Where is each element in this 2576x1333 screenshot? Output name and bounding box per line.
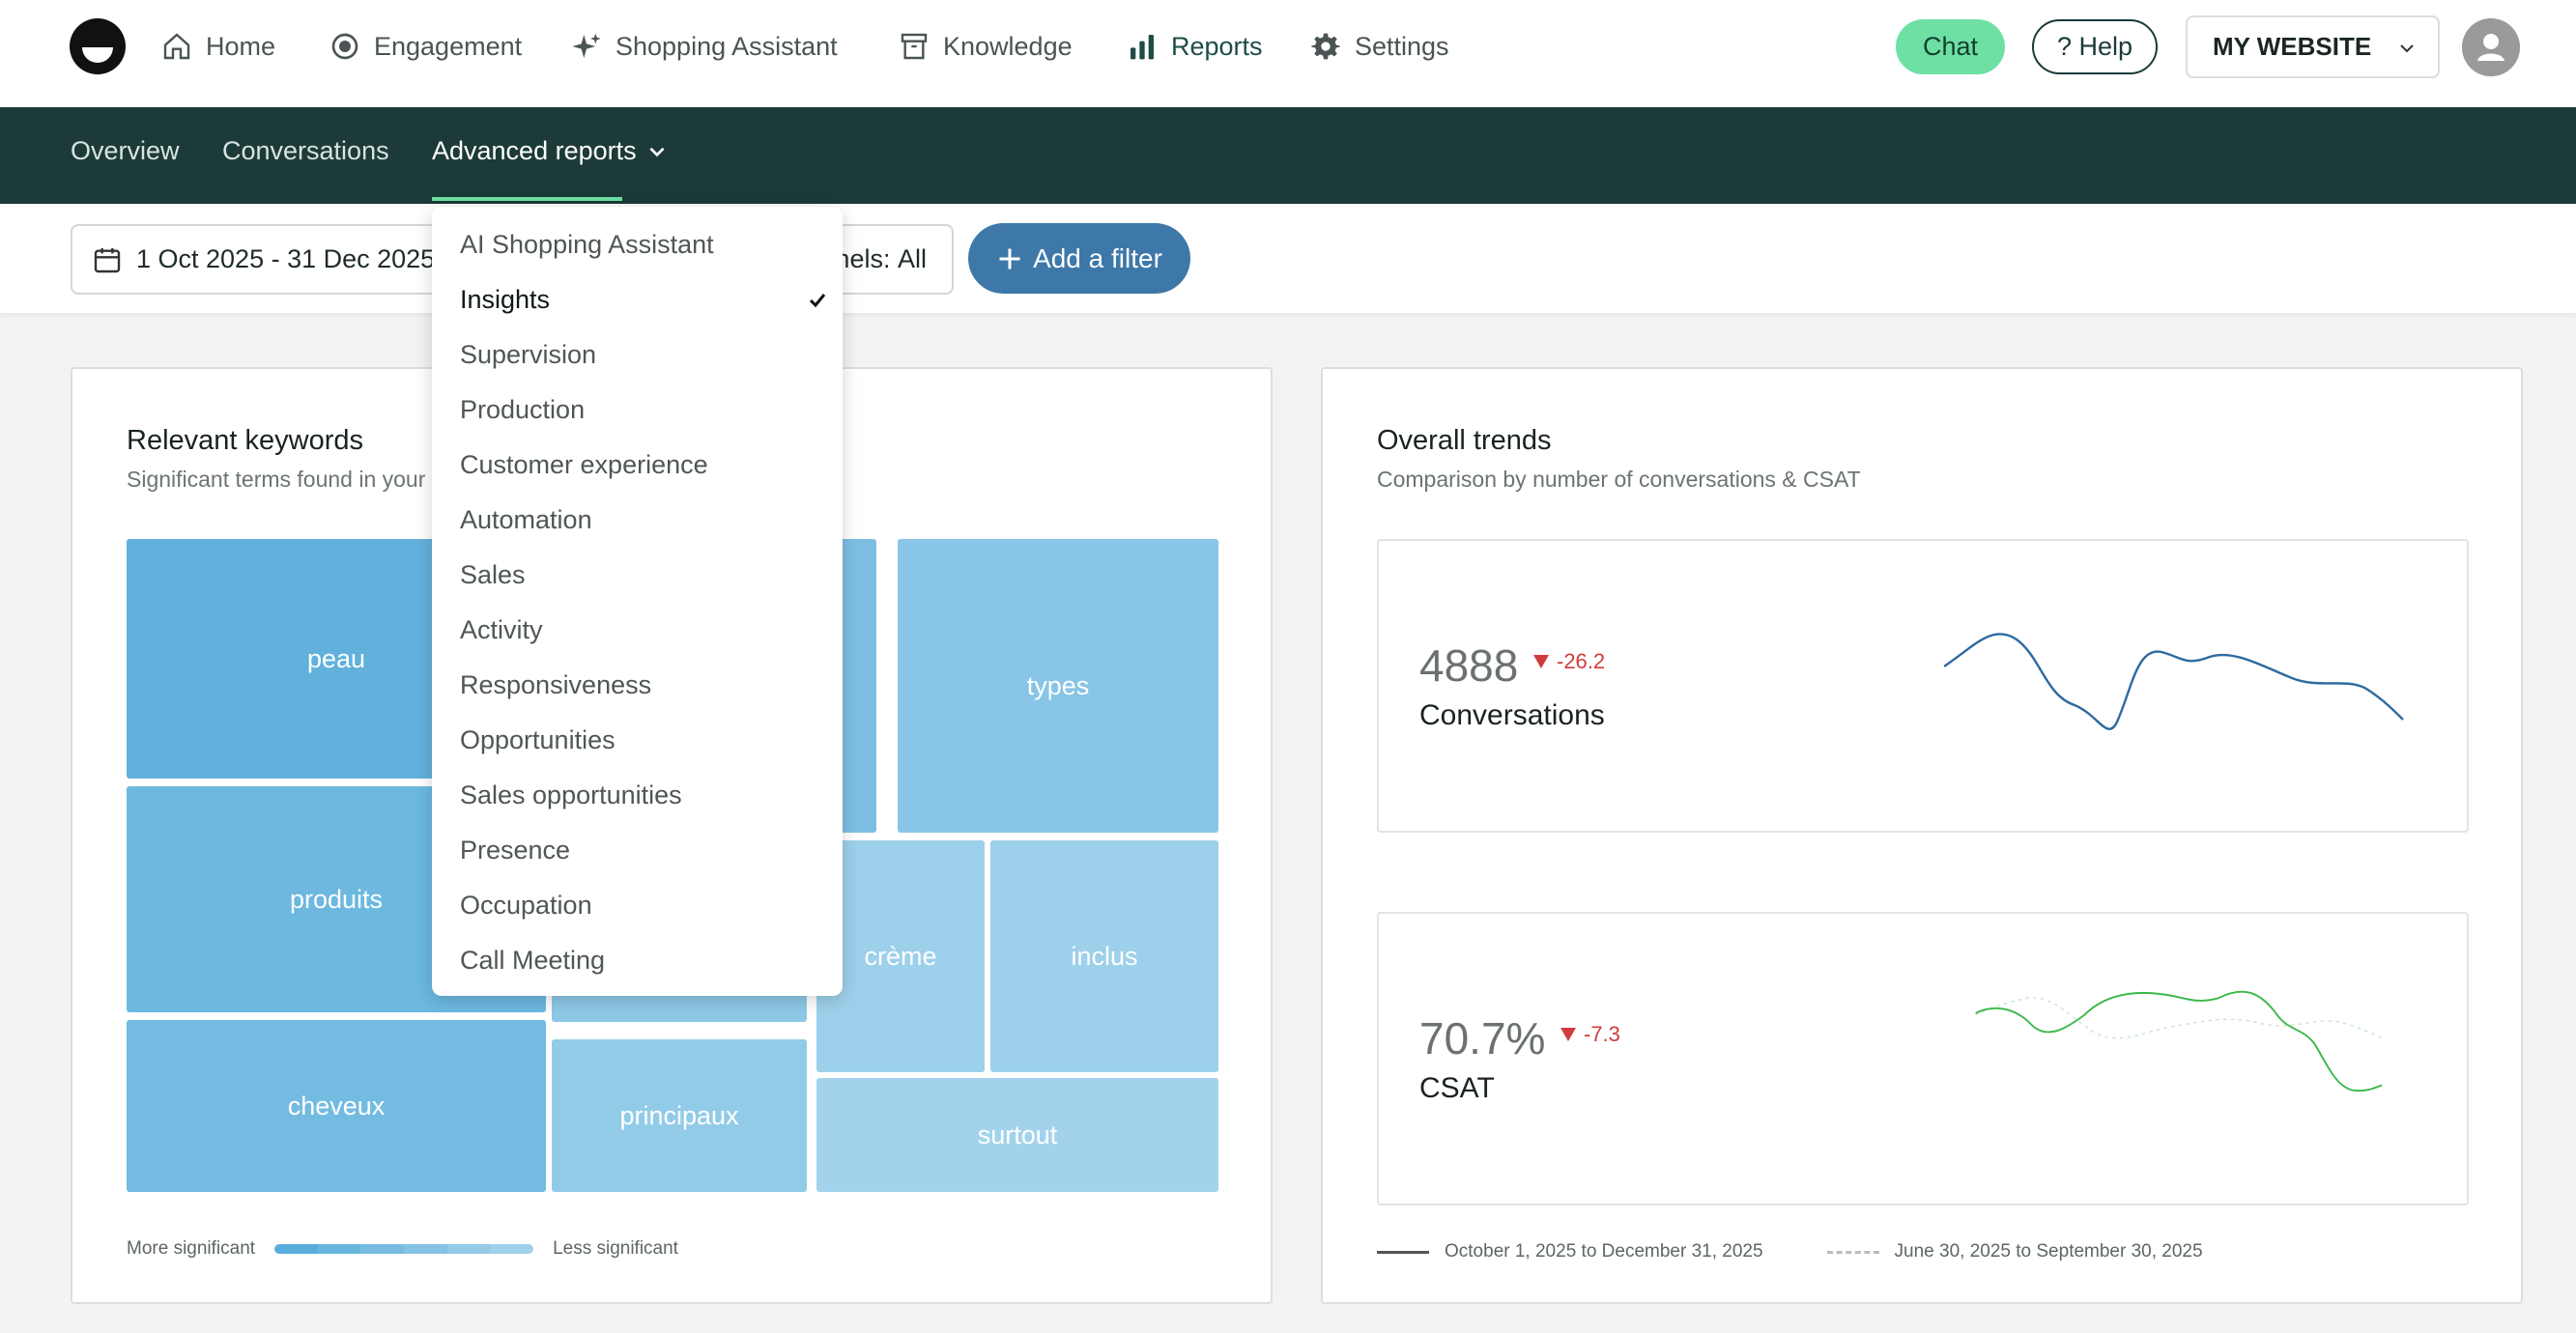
nav-knowledge[interactable]: Knowledge [899,27,1073,66]
advanced-reports-menu: AI Shopping Assistant Insights Supervisi… [432,207,843,996]
significance-legend: More significant Less significant [127,1238,678,1260]
conversations-sparkline [1944,633,2404,730]
menu-item-production[interactable]: Production [460,395,586,424]
checkmark-icon [809,294,826,308]
card-title: Overall trends [1377,425,1552,456]
chevron-down-icon [649,147,665,156]
csat-sparkline [1975,990,2383,1092]
conversations-delta-value: -26.2 [1557,649,1606,673]
subnav-advanced-reports-label: Advanced reports [432,136,637,165]
active-tab-indicator [432,197,622,201]
calendar-icon [94,247,121,272]
target-icon [331,33,358,60]
current-period-label: October 1, 2025 to December 31, 2025 [1445,1241,1763,1262]
previous-period-swatch [1826,1250,1879,1254]
card-title: Relevant keywords [127,425,363,456]
csat-delta-value: -7.3 [1584,1022,1620,1046]
menu-item-sales[interactable]: Sales [460,560,526,589]
conversations-delta: -26.2 [1533,649,1605,674]
keyword-tile[interactable]: surtout [816,1078,1218,1192]
current-period-swatch [1377,1250,1429,1254]
menu-item-customer-experience[interactable]: Customer experience [460,450,708,479]
legend-less-label: Less significant [553,1238,678,1259]
menu-item-sales-opportunities[interactable]: Sales opportunities [460,780,682,809]
previous-period-label: June 30, 2025 to September 30, 2025 [1894,1241,2203,1262]
csat-trend: 70.7% -7.3 CSAT [1377,912,2469,1205]
chevron-down-icon [2400,44,2414,53]
top-navigation: Home Engagement Shopping Assistant Knowl… [0,0,2576,107]
conversations-series-line [1944,633,2404,730]
website-selector[interactable]: MY WEBSITE [2186,15,2440,78]
archive-icon [901,33,928,60]
keyword-tile[interactable]: principaux [552,1039,807,1192]
down-triangle-icon [1533,655,1549,668]
user-icon [2462,18,2520,76]
date-range-value: 1 Oct 2025 - 31 Dec 2025 [136,244,436,273]
legend-more-label: More significant [127,1238,256,1259]
reports-subnav: Overview Conversations Advanced reports [0,107,2576,204]
menu-item-supervision[interactable]: Supervision [460,340,597,369]
csat-series-line [1975,990,2383,1092]
brand-logo[interactable] [70,18,126,74]
plus-icon [999,248,1020,269]
csat-delta: -7.3 [1560,1022,1620,1047]
csat-label: CSAT [1419,1072,1495,1104]
menu-item-presence[interactable]: Presence [460,836,571,865]
nav-shopping-assistant[interactable]: Shopping Assistant [571,27,838,66]
nav-engagement[interactable]: Engagement [329,27,522,66]
subnav-advanced-reports[interactable]: Advanced reports [432,136,668,166]
menu-item-automation[interactable]: Automation [460,505,592,534]
nav-reports-label: Reports [1171,31,1263,61]
sparkle-icon [572,33,601,58]
menu-item-insights-label: Insights [460,285,551,314]
menu-item-occupation[interactable]: Occupation [460,891,592,920]
csat-value: 70.7% [1419,1013,1546,1064]
card-subtitle: Comparison by number of conversations & … [1377,467,1861,492]
gear-icon [1311,33,1340,60]
card-subtitle: Significant terms found in your [127,467,426,492]
nav-shopping-assistant-label: Shopping Assistant [615,31,838,61]
nav-settings-label: Settings [1355,31,1449,61]
home-icon [163,33,190,60]
bar-chart-icon [1131,35,1154,60]
date-range-filter[interactable]: 1 Oct 2025 - 31 Dec 2025 [71,224,476,295]
subnav-conversations[interactable]: Conversations [222,136,389,165]
down-triangle-icon [1560,1028,1576,1041]
menu-item-opportunities[interactable]: Opportunities [460,725,615,754]
csat-previous-line [1975,997,2383,1039]
overall-trends-card: Overall trends Comparison by number of c… [1321,367,2523,1304]
nav-reports[interactable]: Reports [1127,27,1263,66]
subnav-overview[interactable]: Overview [71,136,180,165]
nav-home-label: Home [206,31,276,61]
chat-button[interactable]: Chat [1896,19,2005,74]
menu-item-activity[interactable]: Activity [460,615,543,644]
add-filter-label: Add a filter [1033,242,1162,273]
user-avatar[interactable] [2462,18,2520,76]
conversations-label: Conversations [1419,699,1605,731]
channels-filter-value: All [897,244,927,273]
significance-gradient [274,1244,534,1254]
channels-filter-label: nels: [835,244,891,273]
nav-knowledge-label: Knowledge [943,31,1073,61]
keyword-tile[interactable]: inclus [990,840,1218,1072]
help-button[interactable]: ? Help [2032,19,2158,74]
website-selector-label: MY WEBSITE [2213,32,2372,61]
menu-item-call-meeting[interactable]: Call Meeting [460,946,606,975]
keyword-tile[interactable]: crème [816,840,985,1072]
menu-item-responsiveness[interactable]: Responsiveness [460,670,652,699]
filter-bar: 1 Oct 2025 - 31 Dec 2025 nels: All Add a… [0,204,2576,313]
trend-legend: October 1, 2025 to December 31, 2025 Jun… [1377,1241,2203,1262]
menu-item-insights[interactable]: Insights [460,285,827,315]
conversations-value: 4888 [1419,640,1519,691]
keyword-tile[interactable]: cheveux [127,1020,546,1192]
nav-home[interactable]: Home [161,27,275,66]
conversations-trend: 4888 -26.2 Conversations [1377,539,2469,833]
add-filter-button[interactable]: Add a filter [968,223,1190,294]
keyword-tile[interactable]: types [898,539,1218,833]
nav-settings[interactable]: Settings [1310,27,1449,66]
nav-engagement-label: Engagement [374,31,523,61]
menu-item-ai-shopping-assistant[interactable]: AI Shopping Assistant [460,230,714,259]
